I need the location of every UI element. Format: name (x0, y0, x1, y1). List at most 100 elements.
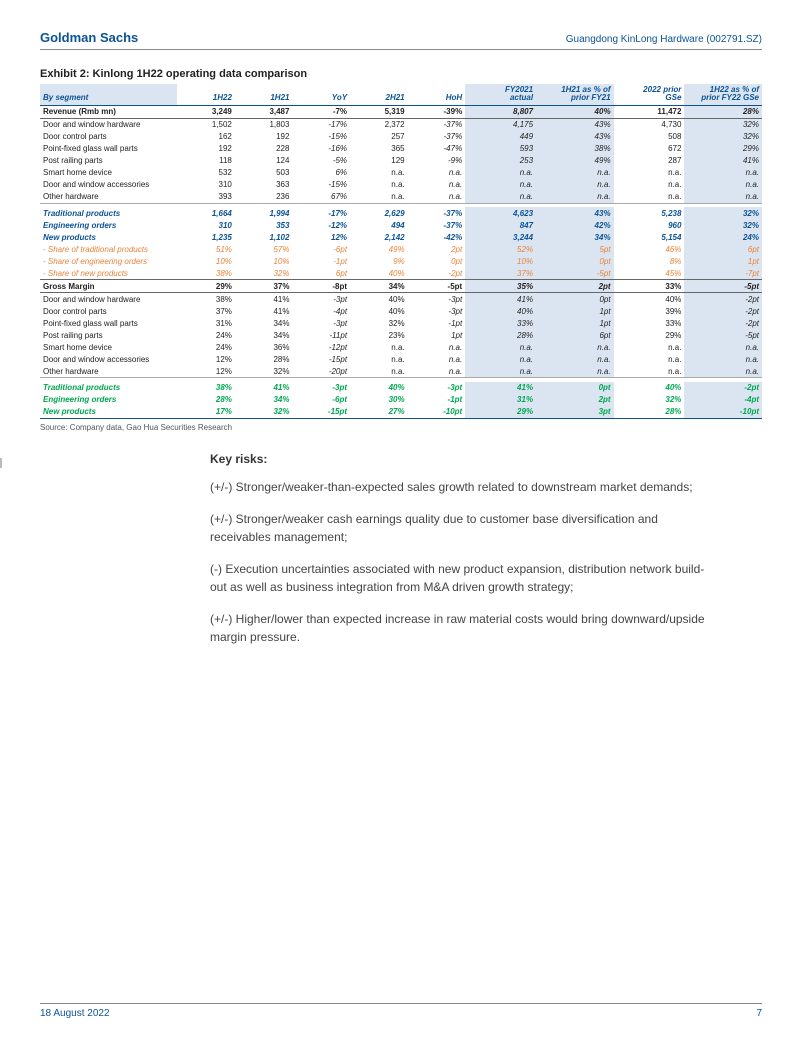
cell: 2pt (408, 243, 466, 255)
cell: n.a. (465, 179, 536, 191)
cell: 12% (177, 353, 235, 365)
row-label: Revenue (Rmb mn) (40, 105, 177, 118)
cell: 40% (536, 105, 614, 118)
cell: n.a. (614, 353, 685, 365)
cell: 32% (614, 394, 685, 406)
cell: 32% (684, 131, 762, 143)
cell: n.a. (408, 365, 466, 378)
table-row: Door and window hardware1,5021,803-17%2,… (40, 118, 762, 131)
row-label: - Share of engineering orders (40, 255, 177, 267)
cell: 40% (350, 293, 408, 306)
col-header: 1H22 (177, 84, 235, 105)
table-row: Door control parts162192-15%257-37%44943… (40, 131, 762, 143)
cell: n.a. (465, 167, 536, 179)
cell: 508 (614, 131, 685, 143)
cell: 45% (614, 267, 685, 280)
table-row: - Share of new products38%32%6pt40%-2pt3… (40, 267, 762, 280)
cell: 37% (235, 280, 293, 293)
row-label: Other hardware (40, 191, 177, 204)
cell: -47% (408, 143, 466, 155)
cell: 41% (684, 155, 762, 167)
cell: -9% (408, 155, 466, 167)
table-row: Revenue (Rmb mn)3,2493,487-7%5,319-39%8,… (40, 105, 762, 118)
cell: 4,623 (465, 207, 536, 219)
cell: -3pt (408, 293, 466, 306)
col-header: 1H21 as % ofprior FY21 (536, 84, 614, 105)
cell: 33% (465, 317, 536, 329)
cell: 29% (614, 329, 685, 341)
cell: -10pt (408, 406, 466, 419)
row-label: Engineering orders (40, 394, 177, 406)
cell: 10% (235, 255, 293, 267)
table-row: Point-fixed glass wall parts31%34%-3pt32… (40, 317, 762, 329)
table-row: Gross Margin29%37%-8pt34%-5pt35%2pt33%-5… (40, 280, 762, 293)
page-accent (0, 458, 2, 468)
cell: 310 (177, 219, 235, 231)
col-header: HoH (408, 84, 466, 105)
cell: -17% (292, 118, 350, 131)
cell: 162 (177, 131, 235, 143)
cell: 5pt (536, 243, 614, 255)
cell: 40% (614, 382, 685, 394)
col-header: 2022 priorGSe (614, 84, 685, 105)
cell: 41% (235, 382, 293, 394)
cell: n.a. (536, 191, 614, 204)
cell: -1pt (292, 255, 350, 267)
cell: 40% (614, 293, 685, 306)
cell: 38% (177, 293, 235, 306)
key-risks-heading: Key risks: (210, 450, 710, 468)
cell: 6% (292, 167, 350, 179)
body-text: Key risks: (+/-) Stronger/weaker-than-ex… (210, 450, 710, 646)
cell: 310 (177, 179, 235, 191)
cell: 5,154 (614, 231, 685, 243)
page-header: Goldman Sachs Guangdong KinLong Hardware… (40, 30, 762, 50)
cell: 257 (350, 131, 408, 143)
cell: 29% (684, 143, 762, 155)
cell: 6pt (292, 267, 350, 280)
cell: n.a. (536, 353, 614, 365)
cell: 40% (465, 305, 536, 317)
cell: n.a. (684, 167, 762, 179)
row-label: Post railing parts (40, 155, 177, 167)
cell: -4pt (292, 305, 350, 317)
row-label: Door and window accessories (40, 353, 177, 365)
cell: 40% (350, 382, 408, 394)
cell: n.a. (408, 167, 466, 179)
cell: -5pt (684, 329, 762, 341)
row-label: Door and window hardware (40, 293, 177, 306)
row-label: New products (40, 406, 177, 419)
cell: n.a. (408, 179, 466, 191)
cell: 39% (614, 305, 685, 317)
cell: n.a. (536, 365, 614, 378)
cell: -4pt (684, 394, 762, 406)
table-source: Source: Company data, Gao Hua Securities… (40, 423, 762, 432)
cell: 43% (536, 131, 614, 143)
cell: n.a. (536, 167, 614, 179)
cell: -1pt (408, 317, 466, 329)
cell: 672 (614, 143, 685, 155)
cell: 41% (465, 382, 536, 394)
col-header: By segment (40, 84, 177, 105)
cell: -3pt (408, 305, 466, 317)
row-label: Door control parts (40, 305, 177, 317)
cell: n.a. (614, 167, 685, 179)
cell: 2,142 (350, 231, 408, 243)
cell: 37% (177, 305, 235, 317)
cell: -11pt (292, 329, 350, 341)
cell: 41% (465, 293, 536, 306)
cell: 28% (177, 394, 235, 406)
cell: n.a. (408, 353, 466, 365)
cell: -3pt (408, 382, 466, 394)
cell: 287 (614, 155, 685, 167)
page-footer: 18 August 2022 7 (40, 1003, 762, 1019)
cell: -39% (408, 105, 466, 118)
col-header: 1H22 as % ofprior FY22 GSe (684, 84, 762, 105)
cell: 67% (292, 191, 350, 204)
row-label: Other hardware (40, 365, 177, 378)
cell: 24% (177, 329, 235, 341)
cell: 2pt (536, 394, 614, 406)
cell: 393 (177, 191, 235, 204)
cell: 228 (235, 143, 293, 155)
row-label: Gross Margin (40, 280, 177, 293)
cell: 34% (235, 329, 293, 341)
